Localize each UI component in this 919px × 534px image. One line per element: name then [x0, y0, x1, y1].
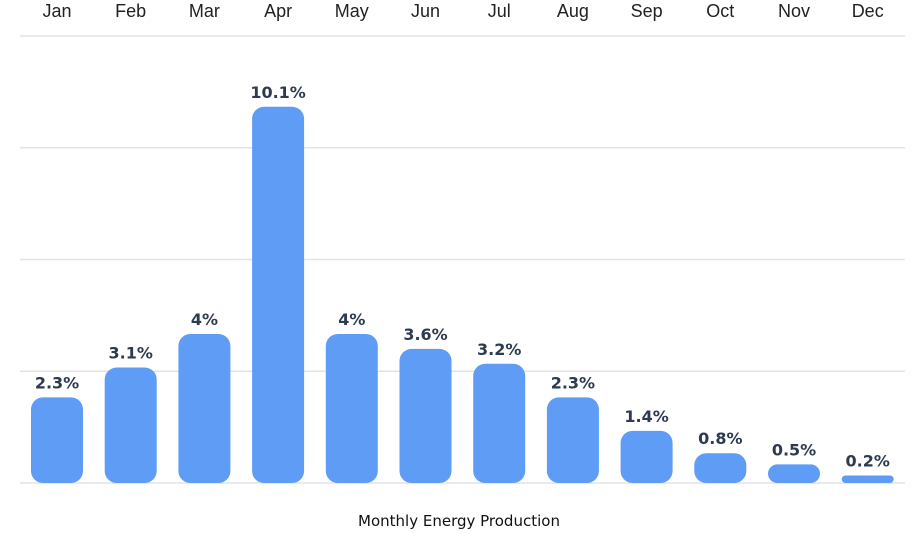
month-labels: Jan Feb Mar Apr May Jun Jul Aug Sep Oct Nov Dec [42, 1, 883, 21]
bar-mar[interactable] [178, 334, 231, 483]
value-label-jun: 3.6% [403, 325, 447, 344]
value-label-oct: 0.8% [698, 429, 742, 448]
bar-jul[interactable] [473, 363, 526, 483]
bar-aug[interactable] [546, 397, 599, 483]
bar-jan[interactable] [31, 397, 83, 483]
bars [31, 106, 894, 484]
value-label-jan: 2.3% [35, 373, 79, 392]
value-label-apr: 10.1% [250, 83, 306, 102]
month-label-jun: Jun [411, 1, 440, 21]
month-label-may: May [335, 1, 369, 21]
value-label-feb: 3.1% [109, 344, 153, 363]
bar-sep[interactable] [620, 430, 673, 483]
value-label-jul: 3.2% [477, 340, 521, 359]
x-axis-caption: Monthly Energy Production [358, 512, 560, 530]
bar-feb[interactable] [104, 367, 157, 483]
month-label-feb: Feb [115, 1, 146, 21]
value-label-sep: 1.4% [624, 407, 668, 426]
bar-apr[interactable] [252, 106, 305, 484]
value-label-dec: 0.2% [846, 452, 890, 471]
bar-nov[interactable] [768, 464, 820, 483]
month-label-jan: Jan [42, 1, 71, 21]
bar-dec[interactable] [841, 475, 894, 483]
bar-may[interactable] [325, 334, 378, 483]
month-label-sep: Sep [631, 1, 663, 21]
month-label-dec: Dec [852, 1, 884, 21]
month-label-oct: Oct [706, 1, 734, 21]
month-label-jul: Jul [488, 1, 511, 21]
value-label-nov: 0.5% [772, 440, 816, 459]
month-label-mar: Mar [189, 1, 220, 21]
grid-lines [20, 35, 905, 484]
value-label-may: 4% [338, 310, 365, 329]
month-label-nov: Nov [778, 1, 810, 21]
month-label-aug: Aug [557, 1, 589, 21]
bar-oct[interactable] [694, 453, 747, 483]
value-label-aug: 2.3% [551, 373, 595, 392]
value-labels: 2.3% 3.1% 4% 10.1% 4% 3.6% 3.2% 2.3% 1.4% 0.8% 0.5… [35, 83, 890, 471]
value-label-mar: 4% [191, 310, 218, 329]
month-label-apr: Apr [264, 1, 292, 21]
bar-jun[interactable] [399, 348, 452, 483]
